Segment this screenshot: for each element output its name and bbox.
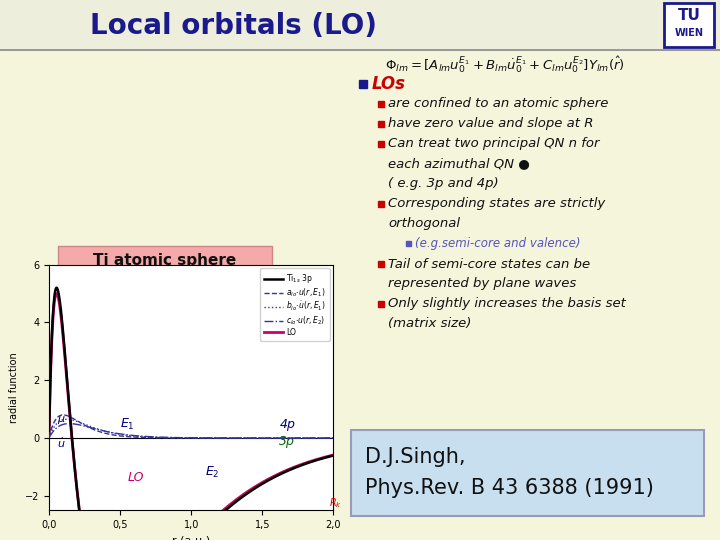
Text: $E_1$: $E_1$ [120,417,135,432]
Bar [378,201,384,207]
Ti$_{1s}$ 3p [45,428,53,434]
Line: Ti$_{1s}$ 3p: Ti$_{1s}$ 3p [49,288,333,540]
$c_{lo}{\cdot}u(r,E_2)$ [45,435,53,441]
Text: TU: TU [678,9,701,24]
Text: WIEN: WIEN [675,28,703,38]
Text: have zero value and slope at R: have zero value and slope at R [388,118,593,131]
Text: (matrix size): (matrix size) [388,318,472,330]
$b_{lo}{\cdot}\dot{u}(r,E_1)$ [266,435,275,441]
$c_{lo}{\cdot}u(r,E_2)$ [272,435,281,441]
Bar [378,261,384,267]
Y-axis label: radial function: radial function [9,352,19,423]
Bar [0,0,720,50]
$c_{lo}{\cdot}u(r,E_2)$ [240,435,249,441]
Text: 3p: 3p [279,435,295,448]
$b_{lo}{\cdot}\dot{u}(r,E_1)$ [272,435,281,441]
Text: LO: LO [127,471,144,484]
Text: orthogonal: orthogonal [388,218,460,231]
$a_{lo}{\cdot}u(r,E_1)$ [266,435,275,441]
Line: $b_{lo}{\cdot}\dot{u}(r,E_1)$: $b_{lo}{\cdot}\dot{u}(r,E_1)$ [49,419,333,438]
$a_{lo}{\cdot}u(r,E_1)$ [160,435,168,441]
Text: Only slightly increases the basis set: Only slightly increases the basis set [388,298,626,310]
FancyBboxPatch shape [664,3,714,47]
Ti$_{1s}$ 3p [74,500,83,507]
$b_{lo}{\cdot}\dot{u}(r,E_1)$ [45,434,53,441]
Text: $\Phi_{lm}=[A_{lm}u_0^{E_1}+B_{lm}\dot{u}_0^{E_1}+C_{lm}u_0^{E_2}]Y_{lm}(\hat{r}: $\Phi_{lm}=[A_{lm}u_0^{E_1}+B_{lm}\dot{u… [385,55,625,75]
$c_{lo}{\cdot}u(r,E_2)$ [74,421,83,428]
Bar [192,270,305,425]
LO [267,474,276,481]
Ti$_{1s}$ 3p [52,285,60,291]
Bar [378,101,384,107]
Ti$_{1s}$ 3p [267,476,276,482]
$a_{lo}{\cdot}u(r,E_1)$ [74,418,83,425]
LO [74,498,83,505]
$b_{lo}{\cdot}\dot{u}(r,E_1)$ [170,435,179,441]
$c_{lo}{\cdot}u(r,E_2)$ [266,435,275,441]
FancyBboxPatch shape [351,430,704,516]
Text: $\dot{u}$: $\dot{u}$ [58,437,66,450]
Text: $\mu$: $\mu$ [58,414,66,426]
Text: Tail of semi-core states can be: Tail of semi-core states can be [388,258,590,271]
$a_{lo}{\cdot}u(r,E_1)$ [272,435,281,441]
Ti$_{1s}$ 3p [240,492,249,498]
Text: each azimuthal QN ●: each azimuthal QN ● [388,158,530,171]
X-axis label: r (a.u.): r (a.u.) [172,536,210,540]
$a_{lo}{\cdot}u(r,E_1)$ [59,411,68,418]
Text: Local orbitals (LO): Local orbitals (LO) [90,12,377,40]
Text: are confined to an atomic sphere: are confined to an atomic sphere [388,98,608,111]
$b_{lo}{\cdot}\dot{u}(r,E_1)$ [74,418,83,425]
Text: $E_2$: $E_2$ [205,464,220,480]
$b_{lo}{\cdot}\dot{u}(r,E_1)$ [63,416,71,422]
Text: Can treat two principal QN n for: Can treat two principal QN n for [388,138,600,151]
$a_{lo}{\cdot}u(r,E_1)$ [45,434,53,441]
Ti$_{1s}$ 3p [272,473,281,480]
Line: $a_{lo}{\cdot}u(r,E_1)$: $a_{lo}{\cdot}u(r,E_1)$ [49,415,333,438]
Bar [378,141,384,147]
$a_{lo}{\cdot}u(r,E_1)$ [240,435,249,441]
Legend: Ti$_{1s}$ 3p, $a_{lo}{\cdot}u(r,E_1)$, $b_{lo}{\cdot}\dot{u}(r,E_1)$, $c_{lo}{\c: Ti$_{1s}$ 3p, $a_{lo}{\cdot}u(r,E_1)$, $… [260,268,330,341]
Text: 4p: 4p [279,418,295,431]
Text: Ti atomic sphere: Ti atomic sphere [94,253,237,267]
Text: $R_k$: $R_k$ [329,496,342,510]
$c_{lo}{\cdot}u(r,E_2)$ [329,435,338,441]
$c_{lo}{\cdot}u(r,E_2)$ [170,434,179,441]
Text: ( e.g. 3p and 4p): ( e.g. 3p and 4p) [388,178,499,191]
Text: represented by plane waves: represented by plane waves [388,278,576,291]
Text: D.J.Singh,: D.J.Singh, [365,447,466,467]
Bar [406,241,411,246]
Text: (e.g.semi-core and valence): (e.g.semi-core and valence) [415,238,580,251]
Text: Phys.Rev. B 43 6388 (1991): Phys.Rev. B 43 6388 (1991) [365,478,654,498]
LO [52,291,60,297]
$a_{lo}{\cdot}u(r,E_1)$ [170,435,179,441]
$b_{lo}{\cdot}\dot{u}(r,E_1)$ [329,435,338,441]
Bar [378,301,384,307]
Ti$_{1s}$ 3p [329,453,338,459]
$a_{lo}{\cdot}u(r,E_1)$ [329,435,338,441]
Line: LO: LO [49,294,333,540]
$b_{lo}{\cdot}\dot{u}(r,E_1)$ [160,434,168,441]
$c_{lo}{\cdot}u(r,E_2)$ [65,420,73,427]
Bar [378,121,384,127]
LO [329,452,338,458]
Text: Corresponding states are strictly: Corresponding states are strictly [388,198,606,211]
$c_{lo}{\cdot}u(r,E_2)$ [160,434,168,441]
Bar [55,270,192,425]
LO [45,428,53,435]
LO [240,490,249,497]
Line: $c_{lo}{\cdot}u(r,E_2)$: $c_{lo}{\cdot}u(r,E_2)$ [49,423,333,438]
LO [272,472,281,478]
Bar [55,270,305,425]
Text: LOs: LOs [372,75,406,93]
$b_{lo}{\cdot}\dot{u}(r,E_1)$ [240,435,249,441]
Bar [359,80,367,88]
FancyBboxPatch shape [58,246,272,274]
